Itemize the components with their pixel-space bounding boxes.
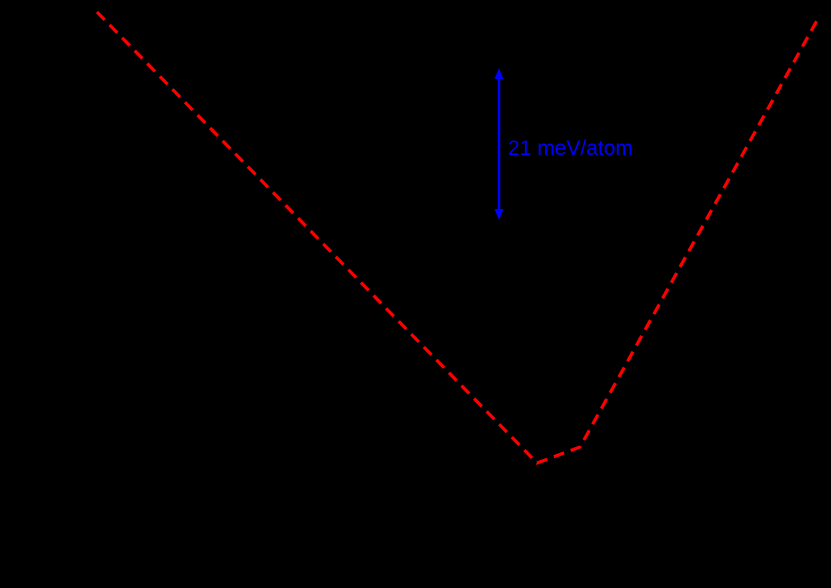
arrow-head-down-icon — [494, 209, 504, 220]
energy-curve — [95, 10, 822, 465]
energy-scale-label: 21 meV/atom — [508, 137, 633, 160]
arrow-head-up-icon — [494, 68, 504, 79]
energy-scale-arrow — [494, 68, 504, 220]
